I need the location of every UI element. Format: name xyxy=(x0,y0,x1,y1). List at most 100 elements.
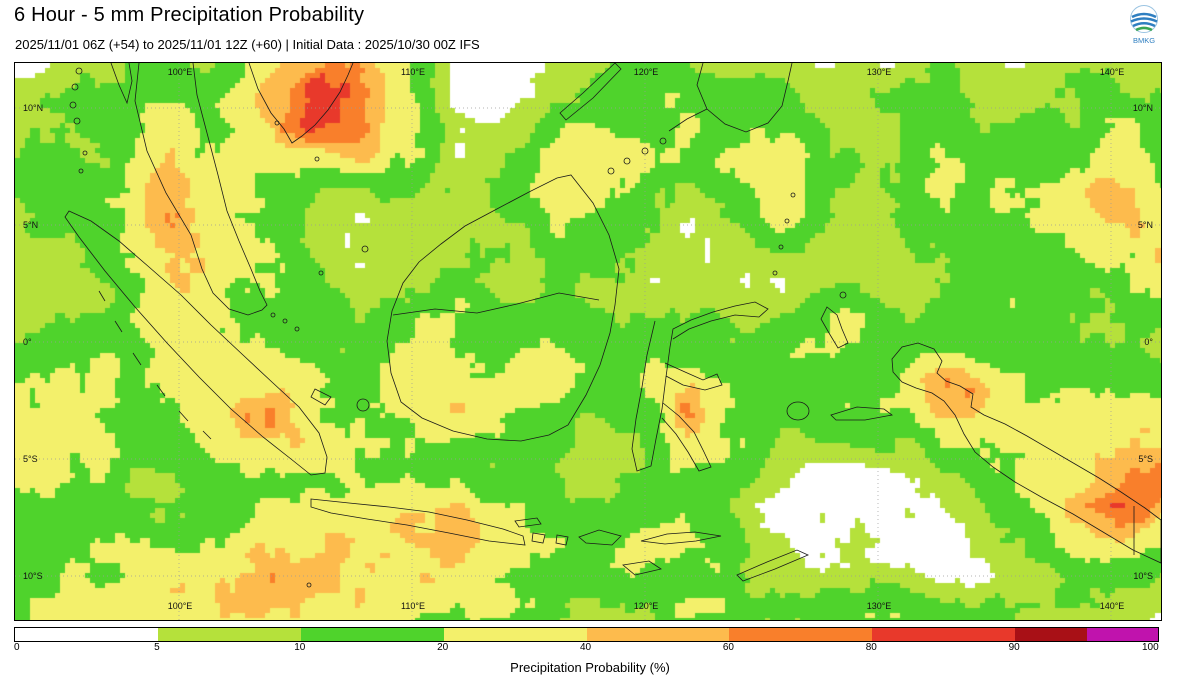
lat-label: 0° xyxy=(1144,337,1153,347)
colorbar-tick-label: 100 xyxy=(1141,642,1159,653)
colorbar-ticks: 0 5 10 20 40 60 80 90 100 xyxy=(14,642,1159,656)
coastline xyxy=(736,549,809,582)
coastline xyxy=(531,532,546,544)
island xyxy=(623,157,631,165)
colorbar-segment xyxy=(729,628,873,641)
lat-label: 10°N xyxy=(23,103,43,113)
colorbar-segment xyxy=(300,628,444,641)
coastline xyxy=(386,174,620,442)
island xyxy=(839,291,847,299)
colorbar-strip xyxy=(14,627,1159,642)
coastline xyxy=(631,301,769,472)
bmkg-logo-text: BMKG xyxy=(1133,36,1155,45)
island xyxy=(274,120,280,126)
island xyxy=(659,137,667,145)
lat-label: 5°S xyxy=(23,454,38,464)
lat-label: 10°N xyxy=(1133,103,1153,113)
colorbar-segment xyxy=(1015,628,1087,641)
coastline xyxy=(578,529,622,546)
coastline xyxy=(696,63,793,133)
coastline xyxy=(622,560,662,576)
coastline xyxy=(891,342,1161,564)
coastline xyxy=(134,63,268,316)
colorbar-tick-label: 80 xyxy=(865,642,877,653)
colorbar-tick-label: 40 xyxy=(579,642,592,653)
island xyxy=(270,312,276,318)
lon-label: 100°E xyxy=(168,601,193,611)
island xyxy=(71,83,79,91)
lon-label: 130°E xyxy=(867,67,892,77)
page-subtitle: 2025/11/01 06Z (+54) to 2025/11/01 12Z (… xyxy=(15,37,480,52)
colorbar-tick-label: 90 xyxy=(1008,642,1020,653)
lon-label: 140°E xyxy=(1100,67,1125,77)
island xyxy=(73,117,81,125)
coastline xyxy=(392,292,600,316)
island xyxy=(641,147,649,155)
island xyxy=(790,192,796,198)
coastline xyxy=(559,63,622,121)
island xyxy=(306,582,312,588)
colorbar-segment xyxy=(15,628,158,641)
coastline xyxy=(786,401,810,421)
map-frame: 100°E 100°E 110°E 110°E 120°E 120°E 130°E 130°E… xyxy=(14,62,1162,621)
island xyxy=(607,167,615,175)
colorbar-tick-label: 10 xyxy=(294,642,306,653)
lat-label: 5°S xyxy=(1138,454,1153,464)
island xyxy=(82,150,88,156)
lon-label: 100°E xyxy=(168,67,193,77)
lon-label: 120°E xyxy=(634,67,659,77)
coastline xyxy=(64,210,328,476)
coastline xyxy=(668,108,708,132)
island xyxy=(294,326,300,332)
bmkg-logo-band xyxy=(1130,17,1158,23)
colorbar-segment xyxy=(1086,628,1158,641)
island xyxy=(282,318,288,324)
island xyxy=(78,168,84,174)
coastline xyxy=(555,534,569,546)
bmkg-logo-band xyxy=(1132,21,1156,28)
lat-label: 10°S xyxy=(23,571,43,581)
island xyxy=(318,270,324,276)
island xyxy=(784,218,790,224)
coastline xyxy=(310,498,526,546)
colorbar-tick-label: 0 xyxy=(14,642,20,653)
coastline xyxy=(830,406,893,421)
lat-label: 0° xyxy=(23,337,32,347)
bmkg-logo-band xyxy=(1135,26,1153,32)
lon-label: 120°E xyxy=(634,601,659,611)
lat-label: 5°N xyxy=(23,220,38,230)
colorbar-segment xyxy=(872,628,1016,641)
island xyxy=(772,270,778,276)
coastline xyxy=(640,531,722,545)
coastline xyxy=(664,362,723,391)
island xyxy=(361,245,369,253)
precipitation-raster xyxy=(15,63,1161,620)
colorbar-caption: Precipitation Probability (%) xyxy=(510,660,670,675)
coastline xyxy=(820,306,849,349)
map-overlay: 100°E 100°E 110°E 110°E 120°E 120°E 130°E 130°E… xyxy=(15,63,1161,620)
island xyxy=(69,101,77,109)
coastline xyxy=(661,402,712,472)
lon-label: 130°E xyxy=(867,601,892,611)
colorbar-tick-label: 5 xyxy=(154,642,160,653)
lat-label: 10°S xyxy=(1133,571,1153,581)
page-title: 6 Hour - 5 mm Precipitation Probability xyxy=(14,4,365,26)
colorbar-segment xyxy=(157,628,301,641)
colorbar-tick-label: 60 xyxy=(722,642,734,653)
colorbar-segment xyxy=(443,628,587,641)
island xyxy=(356,398,370,412)
coastline xyxy=(248,63,354,144)
colorbar-tick-label: 20 xyxy=(437,642,449,653)
coastline xyxy=(514,517,542,528)
island xyxy=(778,244,784,250)
lon-label: 140°E xyxy=(1100,601,1125,611)
lat-label: 5°N xyxy=(1138,220,1153,230)
coastline xyxy=(98,290,212,440)
colorbar-segment xyxy=(586,628,730,641)
coastline xyxy=(310,388,332,406)
lon-label: 110°E xyxy=(401,67,425,77)
bmkg-logo: BMKG xyxy=(1130,5,1158,45)
coastline xyxy=(110,63,133,105)
island xyxy=(314,156,320,162)
